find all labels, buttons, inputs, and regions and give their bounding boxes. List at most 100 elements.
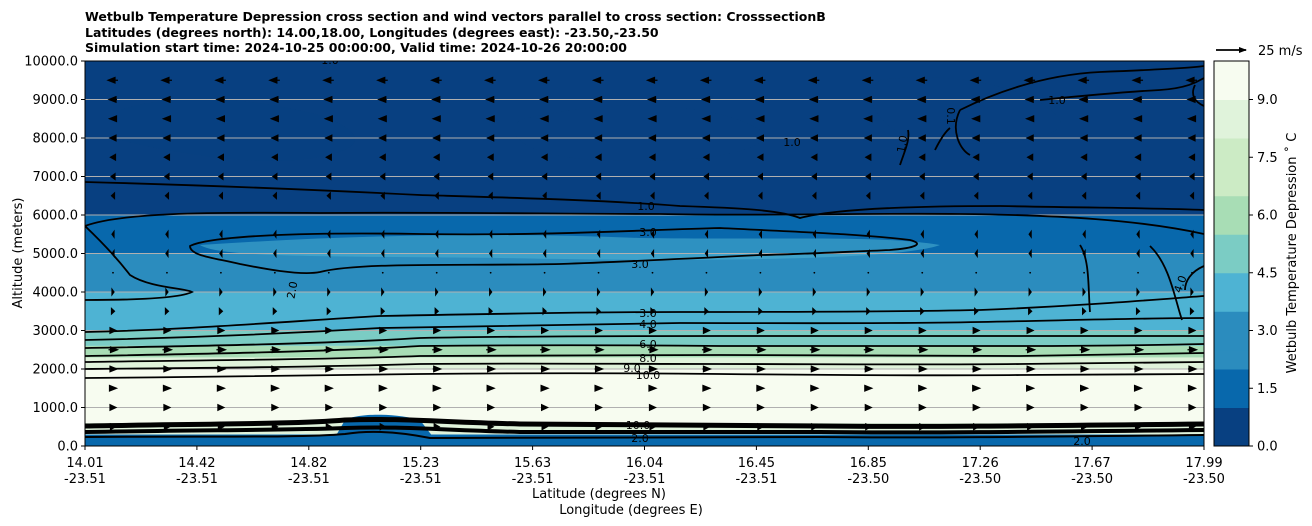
wind-vector-230	[1190, 287, 1194, 297]
wind-vector-49	[485, 115, 495, 123]
wind-vector-246	[920, 307, 925, 316]
y-tick-label-0: 0.0	[57, 440, 78, 455]
wind-vector-189	[112, 271, 114, 274]
wind-vector-177	[596, 248, 601, 259]
x-tick-lon-1: -23.51	[176, 472, 218, 487]
y-tick-label-6: 6000.0	[33, 209, 79, 224]
wind-vector-314	[1188, 365, 1198, 373]
wind-vector-233	[218, 307, 224, 316]
wind-vector-180	[758, 248, 762, 259]
wind-vector-247	[974, 307, 979, 316]
wind-vector-14	[861, 76, 874, 84]
wind-vector-225	[920, 287, 924, 297]
wind-vector-145	[1135, 191, 1141, 200]
contour-4.0-right	[1079, 244, 1204, 321]
wind-vector-198	[597, 271, 600, 274]
wind-vector-22	[161, 95, 171, 104]
wind-vector-71	[540, 134, 549, 142]
wind-vector-250	[1135, 307, 1141, 316]
wind-vector-293	[1187, 346, 1199, 354]
wind-vector-262	[648, 326, 657, 335]
wind-vector-130	[326, 191, 331, 200]
wind-vector-118	[811, 172, 817, 181]
wind-vector-167	[1190, 229, 1194, 239]
wind-vector-312	[1080, 365, 1090, 373]
contour-label-4: 1.0	[895, 134, 911, 153]
wind-vector-178	[650, 248, 655, 259]
wind-vector-2	[214, 76, 226, 84]
wind-vector-117	[757, 172, 763, 181]
wind-vector-44	[215, 115, 225, 123]
wind-vector-72	[594, 134, 603, 142]
wind-vector-242	[704, 307, 709, 316]
wind-vector-374	[1027, 422, 1034, 431]
wind-vector-269	[1026, 326, 1035, 335]
wind-vector-141	[919, 191, 925, 200]
x-tick-lat-9: 17.67	[1073, 456, 1110, 471]
wind-vector-193	[327, 271, 330, 274]
wind-vector-360	[271, 422, 279, 431]
wind-vector-13	[807, 76, 820, 84]
wind-vector-25	[323, 95, 333, 104]
wind-vector-110	[379, 172, 386, 181]
wind-vector-16	[969, 76, 982, 84]
fill-layer-1	[85, 422, 1204, 435]
wind-vector-205	[975, 271, 978, 274]
wind-vector-273	[108, 346, 120, 354]
wind-vector-17	[1023, 76, 1036, 84]
wind-vector-298	[324, 365, 335, 373]
wind-vector-272	[1188, 326, 1197, 335]
wind-vector-259	[487, 326, 496, 335]
wind-vector-68	[378, 134, 387, 142]
wind-vector-215	[381, 287, 385, 297]
wind-vector-4	[322, 76, 334, 84]
wind-vector-249	[1082, 307, 1087, 316]
wind-vector-137	[704, 191, 709, 200]
wind-vector-277	[324, 346, 335, 354]
wind-vector-63	[108, 134, 117, 142]
wind-vector-211	[165, 287, 169, 297]
wind-vector-158	[704, 229, 709, 239]
wind-vector-221	[704, 287, 709, 297]
contour-3.0-upper	[189, 227, 918, 274]
wind-vector-245	[866, 307, 871, 316]
surface-contours-2	[85, 425, 1204, 435]
wind-vector-220	[650, 287, 655, 297]
wind-vector-131	[380, 191, 385, 200]
wind-vector-370	[811, 422, 819, 431]
wind-vector-19	[1131, 76, 1144, 84]
wind-vector-96	[756, 153, 764, 162]
x-tick-lat-3: 15.23	[402, 456, 439, 471]
wind-vector-197	[543, 271, 546, 274]
wind-vector-341	[379, 403, 388, 412]
wind-vector-203	[867, 271, 870, 274]
contour-label-10: 3.0	[639, 307, 657, 320]
wind-vector-122	[1027, 172, 1033, 181]
wind-vector-321	[432, 384, 442, 392]
wind-vector-99	[918, 153, 926, 162]
wind-vector-364	[487, 422, 495, 431]
wind-vector-346	[648, 403, 657, 412]
wind-vector-84	[109, 153, 117, 162]
x-tick-lon-9: -23.50	[1071, 472, 1113, 487]
wind-vector-102	[1080, 153, 1088, 162]
contour-fill-layers	[85, 61, 1204, 446]
colorbar-segment-9	[1214, 253, 1249, 274]
wind-vector-248	[1028, 307, 1033, 316]
wind-vector-223	[812, 287, 817, 297]
wind-vector-194	[381, 271, 384, 274]
contour-label-15: 10.0	[636, 369, 661, 382]
wind-vector-179	[704, 248, 709, 259]
wind-vector-229	[1136, 287, 1140, 297]
wind-vector-165	[1082, 229, 1086, 239]
wind-vector-18	[1077, 76, 1090, 84]
wind-vector-227	[1028, 287, 1032, 297]
wind-vector-337	[163, 403, 172, 412]
title-line-3: Simulation start time: 2024-10-25 00:00:…	[85, 40, 627, 55]
wind-vector-66	[270, 134, 279, 142]
wind-vector-65	[216, 134, 225, 142]
wind-vector-67	[324, 134, 333, 142]
contour-label-13: 8.0	[639, 352, 657, 365]
wind-vector-207	[1083, 271, 1085, 274]
wind-vector-185	[1028, 248, 1032, 259]
